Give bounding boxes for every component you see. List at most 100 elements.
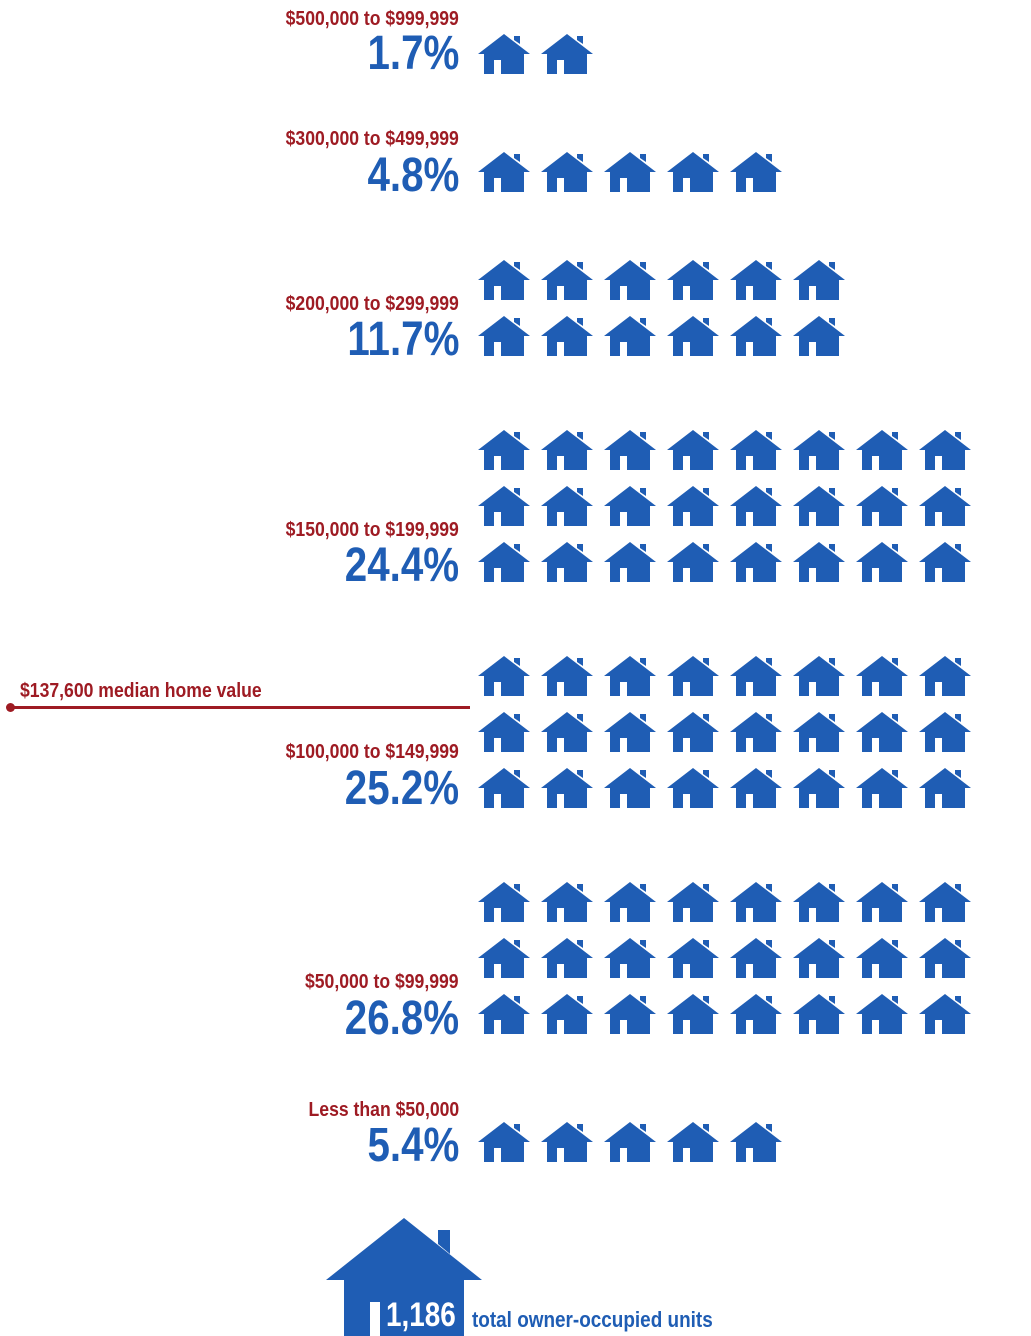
house-icon xyxy=(665,428,721,470)
category-label: $100,000 to $149,999 xyxy=(285,741,459,763)
house-icon xyxy=(728,654,784,696)
house-icon xyxy=(539,880,595,922)
house-icon xyxy=(665,936,721,978)
house-icon xyxy=(602,992,658,1034)
house-icon xyxy=(854,880,910,922)
house-icon xyxy=(602,258,658,300)
house-icon xyxy=(476,710,532,752)
house-icon xyxy=(728,258,784,300)
house-icon xyxy=(665,150,721,192)
median-marker-line xyxy=(10,706,470,709)
house-icon xyxy=(539,258,595,300)
category-label: $300,000 to $499,999 xyxy=(285,128,459,150)
house-icon xyxy=(476,150,532,192)
house-icon xyxy=(539,992,595,1034)
house-icon xyxy=(665,880,721,922)
house-icon xyxy=(854,484,910,526)
house-icon xyxy=(791,880,847,922)
percent-label: 26.8% xyxy=(344,992,459,1045)
house-icon xyxy=(917,654,973,696)
house-icon xyxy=(854,710,910,752)
house-icon xyxy=(854,654,910,696)
house-icon xyxy=(539,484,595,526)
house-icon xyxy=(476,880,532,922)
house-icon xyxy=(602,766,658,808)
house-icon xyxy=(476,766,532,808)
house-icon xyxy=(791,766,847,808)
house-icon xyxy=(917,992,973,1034)
category-label: $500,000 to $999,999 xyxy=(285,8,459,30)
house-icon xyxy=(728,992,784,1034)
house-icon xyxy=(791,654,847,696)
house-icon xyxy=(791,710,847,752)
house-icon xyxy=(728,1120,784,1162)
house-icon xyxy=(728,428,784,470)
house-icon xyxy=(476,1120,532,1162)
house-icon xyxy=(539,32,595,74)
house-icon xyxy=(476,484,532,526)
house-icon xyxy=(539,766,595,808)
house-icon xyxy=(665,766,721,808)
house-icon xyxy=(728,150,784,192)
house-icon xyxy=(476,314,532,356)
house-icon xyxy=(539,314,595,356)
house-icon xyxy=(602,540,658,582)
house-icon xyxy=(602,484,658,526)
median-label: $137,600 median home value xyxy=(20,680,262,702)
percent-label: 4.8% xyxy=(367,149,459,202)
percent-label: 24.4% xyxy=(344,539,459,592)
category-label: $200,000 to $299,999 xyxy=(285,293,459,315)
house-icon xyxy=(791,540,847,582)
house-icon xyxy=(854,428,910,470)
house-icon xyxy=(665,314,721,356)
house-icon xyxy=(602,150,658,192)
house-icon xyxy=(728,314,784,356)
house-icon xyxy=(854,992,910,1034)
house-icon xyxy=(791,258,847,300)
house-icon xyxy=(539,150,595,192)
house-icon xyxy=(917,540,973,582)
house-icon xyxy=(602,428,658,470)
house-icon xyxy=(665,654,721,696)
house-icon xyxy=(476,32,532,74)
house-icon xyxy=(791,428,847,470)
house-icon xyxy=(476,540,532,582)
category-label: Less than $50,000 xyxy=(308,1099,459,1121)
house-icon xyxy=(917,766,973,808)
house-icon xyxy=(665,710,721,752)
house-icon xyxy=(665,992,721,1034)
house-icon xyxy=(539,540,595,582)
house-icon xyxy=(728,936,784,978)
house-icon xyxy=(728,540,784,582)
house-icon xyxy=(539,936,595,978)
total-units-value: 1,186 xyxy=(386,1296,456,1334)
house-icon xyxy=(539,654,595,696)
house-icon xyxy=(602,314,658,356)
house-icon xyxy=(791,992,847,1034)
house-icon xyxy=(539,428,595,470)
percent-label: 25.2% xyxy=(344,762,459,815)
category-label: $50,000 to $99,999 xyxy=(305,971,459,993)
house-icon xyxy=(728,766,784,808)
house-icon xyxy=(728,880,784,922)
total-house-icon xyxy=(326,1218,482,1336)
house-icon xyxy=(665,1120,721,1162)
house-icon xyxy=(539,1120,595,1162)
house-icon xyxy=(476,654,532,696)
house-icon xyxy=(791,314,847,356)
house-icon xyxy=(854,936,910,978)
house-icon xyxy=(665,540,721,582)
house-icon xyxy=(728,484,784,526)
house-icon xyxy=(791,936,847,978)
house-icon xyxy=(476,936,532,978)
house-icon xyxy=(917,936,973,978)
house-icon xyxy=(917,428,973,470)
category-label: $150,000 to $199,999 xyxy=(285,519,459,541)
house-icon xyxy=(854,766,910,808)
house-icon xyxy=(539,710,595,752)
house-icon xyxy=(602,880,658,922)
house-icon xyxy=(602,1120,658,1162)
house-icon xyxy=(917,484,973,526)
house-icon xyxy=(854,540,910,582)
house-icon xyxy=(602,654,658,696)
